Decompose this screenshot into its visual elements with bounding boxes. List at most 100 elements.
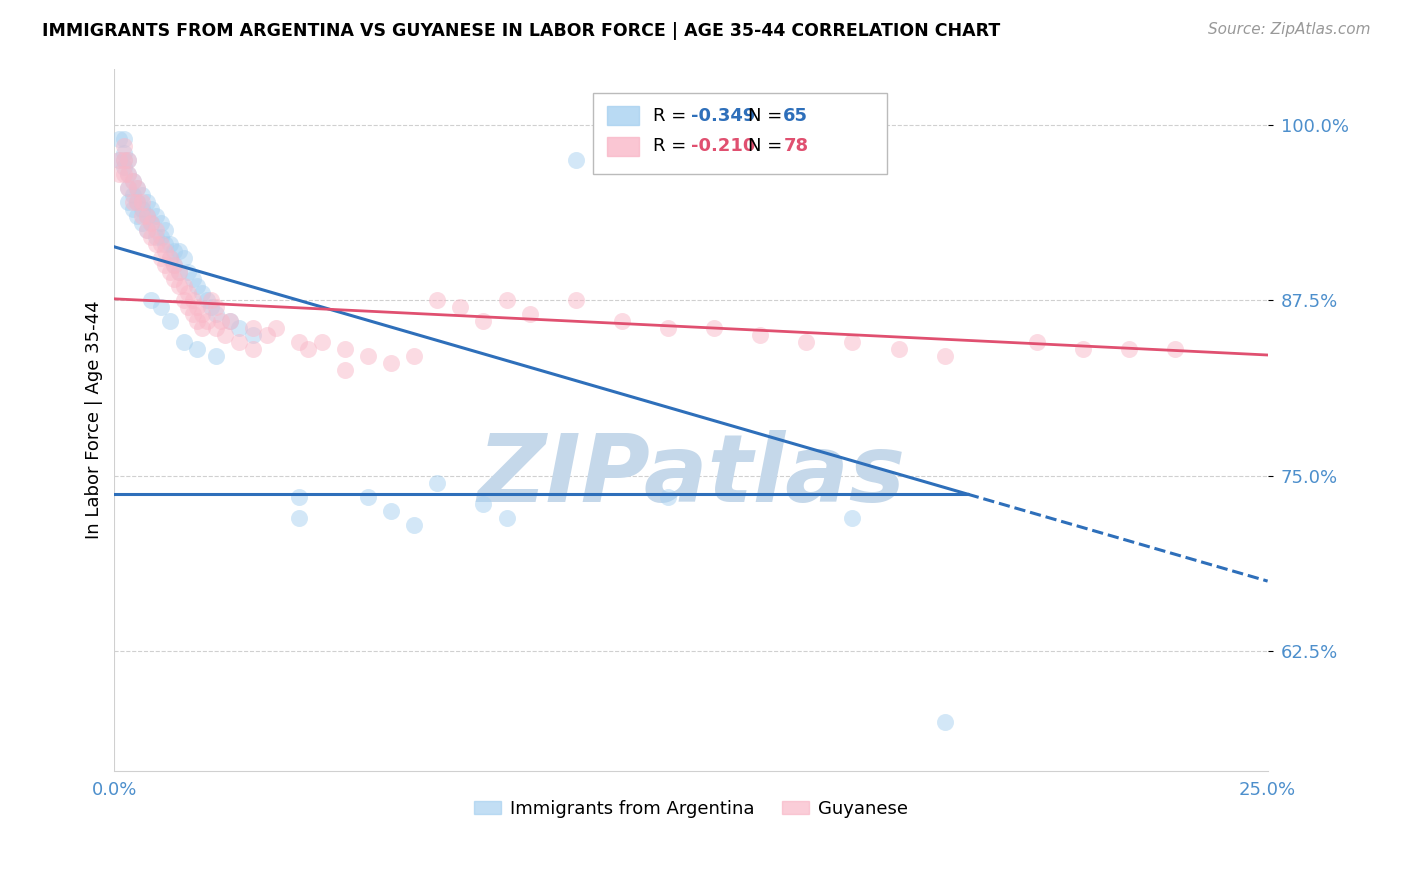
Point bbox=[153, 237, 176, 252]
Point bbox=[242, 328, 264, 343]
Point bbox=[195, 293, 218, 308]
Point bbox=[841, 511, 863, 525]
Point bbox=[163, 272, 186, 286]
Point bbox=[112, 167, 135, 181]
Point bbox=[495, 293, 517, 308]
Point bbox=[173, 279, 195, 293]
Point bbox=[264, 321, 287, 335]
Point bbox=[181, 293, 204, 308]
Point bbox=[112, 153, 135, 167]
Point bbox=[1071, 343, 1094, 357]
Text: R =: R = bbox=[652, 137, 692, 155]
Point bbox=[186, 314, 208, 328]
Point bbox=[426, 293, 449, 308]
Point bbox=[108, 167, 131, 181]
Point bbox=[141, 293, 163, 308]
Text: N =: N = bbox=[748, 137, 787, 155]
Point bbox=[177, 300, 200, 314]
Point bbox=[657, 321, 679, 335]
Point bbox=[145, 237, 167, 252]
Point bbox=[145, 223, 167, 237]
Point bbox=[135, 209, 157, 223]
Point bbox=[131, 194, 153, 209]
Point bbox=[205, 321, 228, 335]
Point bbox=[121, 174, 143, 188]
Point bbox=[228, 335, 250, 350]
Point bbox=[173, 251, 195, 265]
Point bbox=[449, 300, 471, 314]
Point bbox=[121, 188, 143, 202]
Point bbox=[333, 343, 356, 357]
Point bbox=[472, 314, 495, 328]
Point bbox=[163, 244, 186, 258]
Point bbox=[242, 321, 264, 335]
Point bbox=[112, 160, 135, 174]
Point bbox=[163, 258, 186, 272]
Point bbox=[117, 181, 139, 195]
Point bbox=[159, 237, 181, 252]
Point bbox=[135, 223, 157, 237]
Point bbox=[112, 138, 135, 153]
Point bbox=[117, 194, 139, 209]
Point bbox=[159, 251, 181, 265]
Point bbox=[1164, 343, 1187, 357]
Point bbox=[288, 490, 311, 504]
Point bbox=[181, 272, 204, 286]
Point bbox=[131, 209, 153, 223]
Point bbox=[149, 230, 172, 244]
Point bbox=[108, 153, 131, 167]
Point bbox=[112, 153, 135, 167]
Point bbox=[472, 497, 495, 511]
Point bbox=[127, 181, 149, 195]
Point bbox=[181, 307, 204, 321]
Text: R =: R = bbox=[652, 106, 692, 125]
Point bbox=[703, 321, 725, 335]
Point bbox=[117, 153, 139, 167]
Point bbox=[141, 230, 163, 244]
Point bbox=[380, 356, 402, 370]
Point bbox=[297, 343, 319, 357]
Point bbox=[186, 343, 208, 357]
Point bbox=[127, 181, 149, 195]
Point bbox=[195, 314, 218, 328]
Text: -0.210: -0.210 bbox=[690, 137, 755, 155]
Point bbox=[794, 335, 817, 350]
Point bbox=[127, 209, 149, 223]
Text: ZIPatlas: ZIPatlas bbox=[477, 430, 905, 522]
Point bbox=[135, 223, 157, 237]
Point bbox=[159, 314, 181, 328]
Point bbox=[205, 350, 228, 364]
Point bbox=[887, 343, 910, 357]
Point bbox=[117, 167, 139, 181]
Point bbox=[311, 335, 333, 350]
Point bbox=[205, 300, 228, 314]
Point bbox=[173, 293, 195, 308]
Point bbox=[242, 343, 264, 357]
Point bbox=[749, 328, 772, 343]
Text: Source: ZipAtlas.com: Source: ZipAtlas.com bbox=[1208, 22, 1371, 37]
Point bbox=[149, 251, 172, 265]
Point bbox=[131, 188, 153, 202]
Point bbox=[135, 209, 157, 223]
Point bbox=[205, 307, 228, 321]
Point bbox=[145, 230, 167, 244]
Point bbox=[209, 314, 232, 328]
Point bbox=[1026, 335, 1049, 350]
Point bbox=[256, 328, 278, 343]
Point bbox=[167, 265, 190, 279]
Point bbox=[404, 517, 426, 532]
Point bbox=[404, 350, 426, 364]
Point bbox=[167, 244, 190, 258]
Point bbox=[610, 314, 633, 328]
Point bbox=[357, 490, 380, 504]
Point bbox=[186, 300, 208, 314]
Point bbox=[141, 202, 163, 216]
Point bbox=[149, 300, 172, 314]
Point bbox=[218, 314, 240, 328]
Point bbox=[131, 216, 153, 230]
Point bbox=[153, 244, 176, 258]
Text: -0.349: -0.349 bbox=[690, 106, 755, 125]
Point bbox=[159, 265, 181, 279]
Point bbox=[167, 279, 190, 293]
Point bbox=[934, 350, 956, 364]
